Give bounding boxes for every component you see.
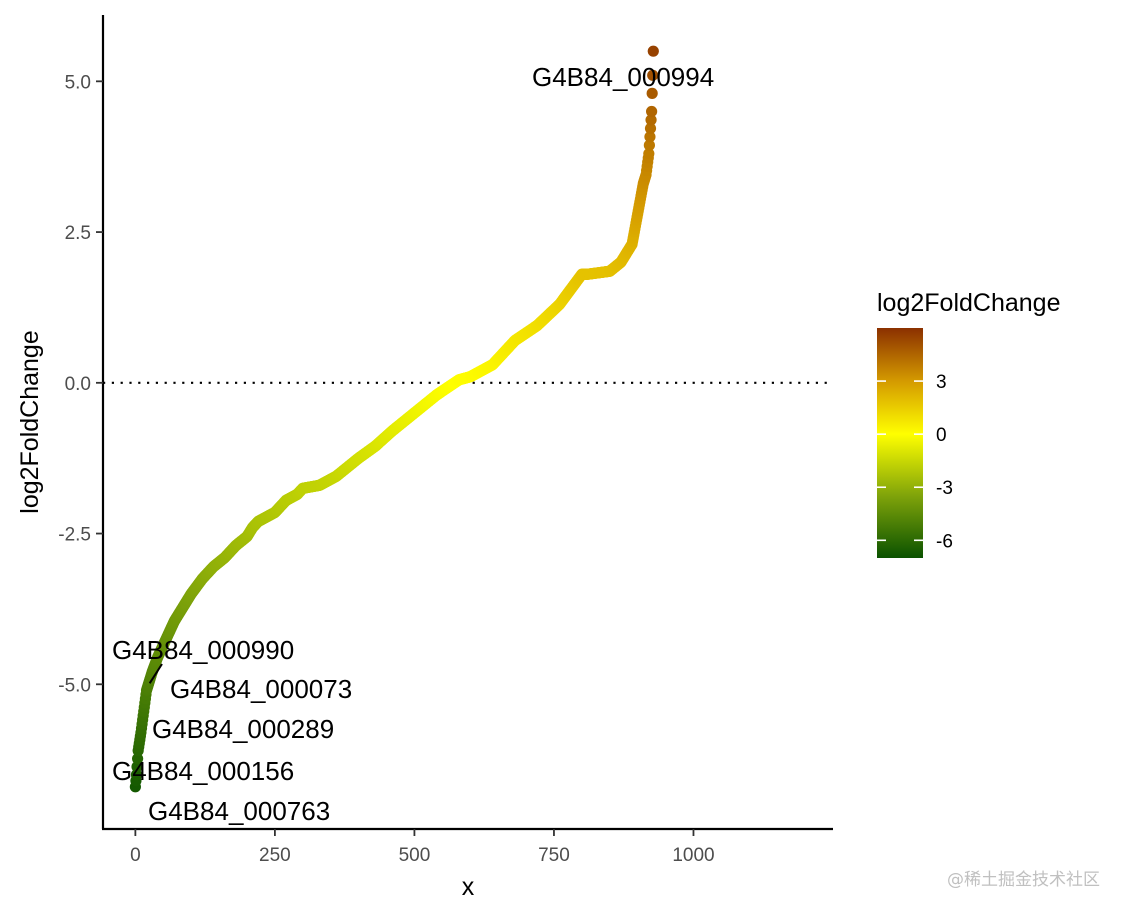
x-tick-label: 500 xyxy=(399,845,431,866)
x-tick-label: 1000 xyxy=(672,845,714,866)
gene-label: G4B84_000990 xyxy=(112,635,294,665)
y-tick-label: -5.0 xyxy=(58,675,91,696)
legend-title: log2FoldChange xyxy=(877,289,1060,317)
x-tick-label: 750 xyxy=(538,845,570,866)
data-point xyxy=(647,69,659,81)
data-point xyxy=(132,753,144,765)
data-point xyxy=(646,105,658,118)
watermark: @稀土掘金技术社区 xyxy=(947,870,1100,890)
axes: 0 250 500 750 1000 -5.0 -2.5 0.0 2.5 5.0 x log2Fold… xyxy=(16,15,833,901)
gene-labels: G4B84_000994 G4B84_000990 G4B84_000073 G4B8… xyxy=(112,62,714,826)
legend-colorbar xyxy=(877,328,923,558)
x-axis-title: x xyxy=(462,873,475,901)
data-point xyxy=(644,131,656,143)
plot-area xyxy=(103,45,833,793)
gene-label: G4B84_000763 xyxy=(148,796,330,826)
label-leader-line xyxy=(148,663,163,684)
y-tick-label: -2.5 xyxy=(58,525,91,546)
data-point xyxy=(646,87,658,99)
data-point xyxy=(643,139,655,151)
y-tick-label: 0.0 xyxy=(65,374,91,395)
gene-label: G4B84_000289 xyxy=(152,714,334,744)
x-tick-label: 250 xyxy=(259,845,291,866)
color-legend: log2FoldChange 3 0 -3 -6 xyxy=(877,289,1060,558)
data-point xyxy=(643,148,655,160)
data-point xyxy=(645,114,657,126)
data-point xyxy=(647,45,659,57)
gene-label: G4B84_000994 xyxy=(532,62,714,92)
legend-tick-label: 3 xyxy=(936,372,947,393)
legend-tick-label: -3 xyxy=(936,478,953,499)
legend-tick-label: -6 xyxy=(936,531,953,552)
y-tick-label: 2.5 xyxy=(65,223,91,244)
data-point xyxy=(131,761,143,773)
legend-tick-label: 0 xyxy=(936,425,947,446)
gene-label: G4B84_000156 xyxy=(112,756,294,786)
x-tick-label: 0 xyxy=(130,845,141,866)
gene-label: G4B84_000073 xyxy=(170,674,352,704)
y-axis-title: log2FoldChange xyxy=(16,330,44,513)
y-tick-label: 5.0 xyxy=(65,72,91,93)
data-point xyxy=(644,122,657,134)
data-point xyxy=(130,769,143,781)
